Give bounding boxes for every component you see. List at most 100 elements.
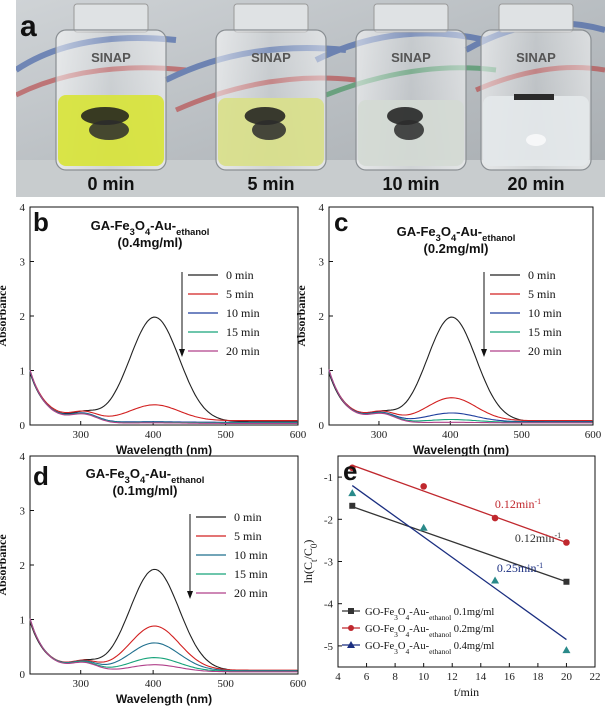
data-point-2-2: [491, 576, 500, 584]
data-point-1-3: [563, 539, 570, 546]
x-tick-label: 300: [72, 429, 89, 441]
legend-label-2: 10 min: [234, 548, 268, 562]
sponge-lower-2: [394, 120, 424, 140]
y-tick-label: 3: [20, 257, 26, 269]
legend-label-1: GO-Fe3O4-Au-ethanol 0.2mg/ml: [365, 624, 494, 639]
y-tick-label: 2: [319, 311, 325, 323]
x-tick-label: 300: [72, 678, 89, 690]
data-point-0-0: [349, 502, 356, 509]
y-tick-label: -1: [324, 472, 333, 484]
x-axis-label: Wavelength (nm): [116, 443, 212, 457]
plot-frame: [337, 455, 596, 668]
time-label-1: 5 min: [247, 174, 294, 194]
chart-title-line2: (0.4mg/ml): [117, 235, 182, 250]
legend-label-1: 5 min: [226, 287, 254, 301]
x-tick-label: 6: [364, 671, 370, 683]
y-tick-label: 2: [20, 311, 26, 323]
chart-title-line1: GA-Fe3O4-Au-ethanol: [397, 224, 516, 243]
legend-label-0: 0 min: [234, 510, 262, 524]
data-point-1-1: [420, 483, 427, 490]
legend-label-0: GO-Fe3O4-Au-ethanol 0.1mg/ml: [365, 607, 494, 622]
x-tick-label: 500: [217, 429, 234, 441]
y-tick-label: 0: [20, 669, 26, 681]
x-tick-label: 300: [371, 429, 388, 441]
x-tick-label: 12: [447, 671, 458, 683]
legend-label-1: 5 min: [528, 287, 556, 301]
x-tick-label: 8: [392, 671, 398, 683]
sponge-3: [514, 94, 554, 100]
sponge-1: [244, 107, 286, 125]
time-label-2: 10 min: [382, 174, 439, 194]
fit-line-2: [351, 485, 567, 641]
x-axis-label: Wavelength (nm): [413, 443, 509, 457]
legend-marker-2: [347, 641, 355, 648]
panel-label-a: a: [20, 10, 37, 43]
rate-label-1: 0.12min-1: [495, 497, 541, 512]
x-tick-label: 400: [442, 429, 459, 441]
y-tick-label: -5: [324, 641, 334, 653]
legend-label-1: 5 min: [234, 529, 262, 543]
x-tick-label: 4: [335, 671, 341, 683]
legend-label-4: 20 min: [234, 586, 268, 600]
y-tick-label: 2: [20, 560, 26, 572]
rate-label-2: 0.25min-1: [497, 561, 543, 576]
panel-label: c: [334, 207, 348, 237]
data-point-2-3: [562, 646, 571, 654]
fit-line-0: [352, 506, 567, 583]
vial-brand-3: SINAP: [516, 50, 556, 65]
legend-label-3: 15 min: [528, 325, 562, 339]
time-label-0: 0 min: [87, 174, 134, 194]
chart-e: 4 6 8 10 12 14 16 18 20 22 -1 -2 -3 -4 -5 t/min ln(Ct/C0…: [301, 455, 601, 699]
vial-liquid-3: [483, 96, 589, 166]
sponge-2: [387, 107, 423, 125]
series-line-4: [328, 369, 593, 424]
x-tick-label: 600: [585, 429, 602, 441]
y-tick-label: 1: [20, 366, 26, 378]
x-tick-label: 10: [418, 671, 430, 683]
y-axis-label: Absorbance: [294, 285, 308, 347]
sponge-0: [81, 107, 129, 125]
x-axis-label: t/min: [454, 685, 479, 699]
data-point-1-2: [491, 514, 499, 522]
x-tick-label: 16: [504, 671, 516, 683]
legend-marker-0: [348, 608, 354, 614]
series-line-4: [29, 618, 298, 673]
series-line-0: [29, 316, 298, 423]
data-point-2-1: [419, 523, 428, 531]
sponge-lower-0: [89, 120, 129, 140]
legend-label-2: GO-Fe3O4-Au-ethanol 0.4mg/ml: [365, 641, 494, 656]
data-point-1-0: [348, 464, 356, 472]
chart-b: 300 400 500 600 0 1 2 3 4 Wavelength (nm) Absorban…: [0, 202, 307, 457]
legend-label-3: 15 min: [234, 567, 268, 581]
data-point-0-1: [563, 578, 570, 585]
x-tick-label: 600: [290, 429, 307, 441]
y-tick-label: 3: [20, 506, 26, 518]
vial-neck-2: [373, 3, 449, 33]
chart-title-line1: GA-Fe3O4-Au-ethanol: [86, 466, 205, 485]
chart-c: 300 400 500 600 0 1 2 3 4 Wavelength (nm) Absorban…: [294, 202, 602, 457]
chart-title-line1: GA-Fe3O4-Au-ethanol: [91, 218, 210, 237]
series-line-4: [29, 369, 298, 424]
chart-title-line2: (0.1mg/ml): [112, 483, 177, 498]
legend-label-4: 20 min: [528, 344, 562, 358]
legend-label-0: 0 min: [226, 268, 254, 282]
legend-label-2: 10 min: [528, 306, 562, 320]
time-arrow-head: [481, 349, 487, 357]
y-tick-label: 0: [319, 420, 325, 432]
x-tick-label: 14: [475, 671, 487, 683]
vial-neck-1: [233, 3, 309, 33]
y-tick-label: 4: [20, 202, 26, 214]
sponge-lower-1: [252, 120, 286, 140]
legend-label-0: 0 min: [528, 268, 556, 282]
y-tick-label: 1: [319, 366, 325, 378]
vial-brand-0: SINAP: [91, 50, 131, 65]
bubble-3: [526, 134, 546, 146]
panel-label: d: [33, 461, 49, 491]
data-point-2-0: [348, 489, 357, 497]
time-arrow-head: [179, 349, 185, 357]
panel-label: b: [33, 207, 49, 237]
vial-brand-2: SINAP: [391, 50, 431, 65]
fit-line-1: [352, 464, 567, 544]
photo-panel-a: SINAP 0 min SINAP 5 min SINAP 10 min SINAP 20 m…: [16, 0, 605, 197]
